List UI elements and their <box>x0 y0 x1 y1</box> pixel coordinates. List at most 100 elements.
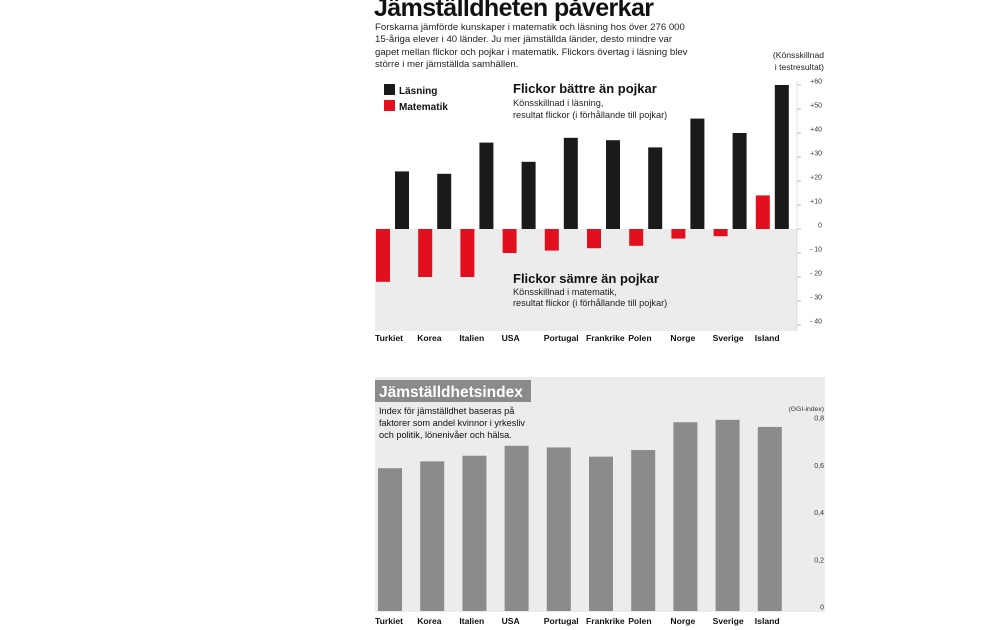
index-title-background <box>375 380 531 402</box>
index-tick-label: 0,2 <box>814 557 824 564</box>
bar-reading-island <box>774 85 789 229</box>
bar-math-polen <box>629 229 644 246</box>
annotation-better-heading: Flickor bättre än pojkar <box>513 81 657 96</box>
gap-tick-label: - 20 <box>810 271 822 278</box>
index-bar-polen <box>631 450 656 611</box>
bar-math-island <box>755 195 770 229</box>
gap-category-island: Island <box>755 333 780 343</box>
index-category-italien: Italien <box>459 616 484 626</box>
bar-reading-frankrike <box>606 140 620 229</box>
index-tick-label: 0 <box>820 605 824 612</box>
index-category-usa: USA <box>502 616 520 626</box>
bar-reading-norge <box>690 118 705 229</box>
index-category-polen: Polen <box>628 616 651 626</box>
index-category-labels: Turkiet Korea Italien USA Portugal Frankrike P… <box>375 616 780 626</box>
index-description-line-1: Index för jämställdhet baseras på <box>379 406 515 416</box>
bar-math-korea <box>418 229 433 277</box>
gap-tick-label: +50 <box>810 103 822 110</box>
gap-unit-line-1: (Könsskillnad <box>772 50 824 60</box>
index-category-frankrike: Frankrike <box>586 616 625 626</box>
index-description-line-2: faktorer som andel kvinnor i yrkesliv <box>379 418 525 428</box>
equality-index-chart: Jämställdhetsindex Index för jämställdhe… <box>375 377 825 626</box>
annotation-better: Flickor bättre än pojkar Könsskillnad i … <box>513 81 667 120</box>
legend-swatch-reading <box>384 84 395 95</box>
index-bar-italien <box>462 455 487 611</box>
legend-label-math: Matematik <box>399 102 448 113</box>
gap-tick-label: +40 <box>810 127 822 134</box>
annotation-worse-heading: Flickor sämre än pojkar <box>513 271 659 286</box>
bar-reading-portugal <box>563 137 578 229</box>
gap-category-sverige: Sverige <box>713 333 744 343</box>
index-category-sverige: Sverige <box>713 616 744 626</box>
index-category-island: Island <box>755 616 780 626</box>
bar-reading-turkiet <box>395 171 409 229</box>
gap-category-portugal: Portugal <box>544 333 579 343</box>
index-bar-norge <box>673 422 698 611</box>
page-title: Jämställdheten påverkar <box>374 0 654 22</box>
bar-math-portugal <box>544 229 559 251</box>
legend: Läsning Matematik <box>384 84 448 113</box>
index-tick-label: 0,8 <box>814 416 824 423</box>
bar-reading-polen <box>648 147 663 229</box>
gap-category-korea: Korea <box>417 333 442 343</box>
gap-category-turkiet: Turkiet <box>375 333 403 343</box>
legend-label-reading: Läsning <box>399 86 437 97</box>
index-tick-label: 0,4 <box>814 510 824 517</box>
annotation-worse: Flickor sämre än pojkar Könsskillnad i m… <box>513 271 667 308</box>
gap-category-labels: Turkiet Korea Italien USA Portugal Frankrike P… <box>375 333 780 343</box>
index-bar-korea <box>420 461 445 611</box>
index-description-line-3: och politik, lönenivåer och hälsa. <box>379 430 512 440</box>
gap-category-polen: Polen <box>628 333 651 343</box>
bar-reading-italien <box>479 142 494 229</box>
index-bars <box>378 419 782 611</box>
gap-tick-label: 0 <box>818 223 822 230</box>
bar-math-norge <box>671 229 686 239</box>
gap-tick-label: +30 <box>810 151 822 158</box>
index-unit-label: (GGI-index) <box>788 406 824 413</box>
index-bar-frankrike <box>589 456 613 611</box>
gap-tick-label: +10 <box>810 199 822 206</box>
negative-band <box>375 229 797 331</box>
gap-tick-label: +60 <box>810 79 822 86</box>
bar-reading-korea <box>437 173 452 229</box>
index-bar-island <box>757 426 782 611</box>
annotation-worse-line-1: Könsskillnad i matematik, <box>513 287 617 297</box>
gap-bars <box>376 85 789 282</box>
intro-text: Forskarna jämförde kunskaper i matematik… <box>375 22 688 70</box>
index-bar-sverige <box>715 419 740 611</box>
gap-tick-label: - 40 <box>810 319 822 326</box>
bar-math-italien <box>460 229 475 277</box>
index-category-portugal: Portugal <box>544 616 579 626</box>
annotation-better-line-1: Könsskillnad i läsning, <box>513 98 603 108</box>
gap-category-usa: USA <box>502 333 520 343</box>
gap-unit-label: (Könsskillnad i testresultat) <box>752 50 824 73</box>
index-category-turkiet: Turkiet <box>375 616 403 626</box>
bar-math-frankrike <box>587 229 601 249</box>
index-category-norge: Norge <box>670 616 695 626</box>
index-bar-turkiet <box>378 468 402 611</box>
gender-gap-chart: - 40 - 30 - 20 - 10 0 +10 +20 +30 +40 +50 +60 Turk… <box>375 79 822 343</box>
legend-swatch-math <box>384 100 395 111</box>
annotation-worse-line-2: resultat flickor (i förhållande till poj… <box>513 298 667 308</box>
bar-math-usa <box>502 229 517 253</box>
gap-category-frankrike: Frankrike <box>586 333 625 343</box>
bar-reading-usa <box>521 161 536 229</box>
bar-math-sverige <box>713 229 728 237</box>
gap-tick-label: - 10 <box>810 247 822 254</box>
gap-tick-label: +20 <box>810 175 822 182</box>
index-category-korea: Korea <box>417 616 442 626</box>
index-tick-label: 0,6 <box>814 463 824 470</box>
index-y-ticks: 0 0,2 0,4 0,6 0,8 <box>814 416 824 612</box>
gap-y-ticks: - 40 - 30 - 20 - 10 0 +10 +20 +30 +40 +50 +60 <box>797 79 822 326</box>
bar-math-turkiet <box>376 229 390 282</box>
index-bar-usa <box>504 445 529 611</box>
index-bar-portugal <box>546 447 571 611</box>
gap-category-italien: Italien <box>459 333 484 343</box>
bar-reading-sverige <box>732 133 747 229</box>
gap-category-norge: Norge <box>670 333 695 343</box>
gap-tick-label: - 30 <box>810 295 822 302</box>
annotation-better-line-2: resultat flickor (i förhållande till poj… <box>513 110 667 120</box>
gap-unit-line-2: i testresultat) <box>774 61 824 72</box>
index-title: Jämställdhetsindex <box>379 384 523 401</box>
